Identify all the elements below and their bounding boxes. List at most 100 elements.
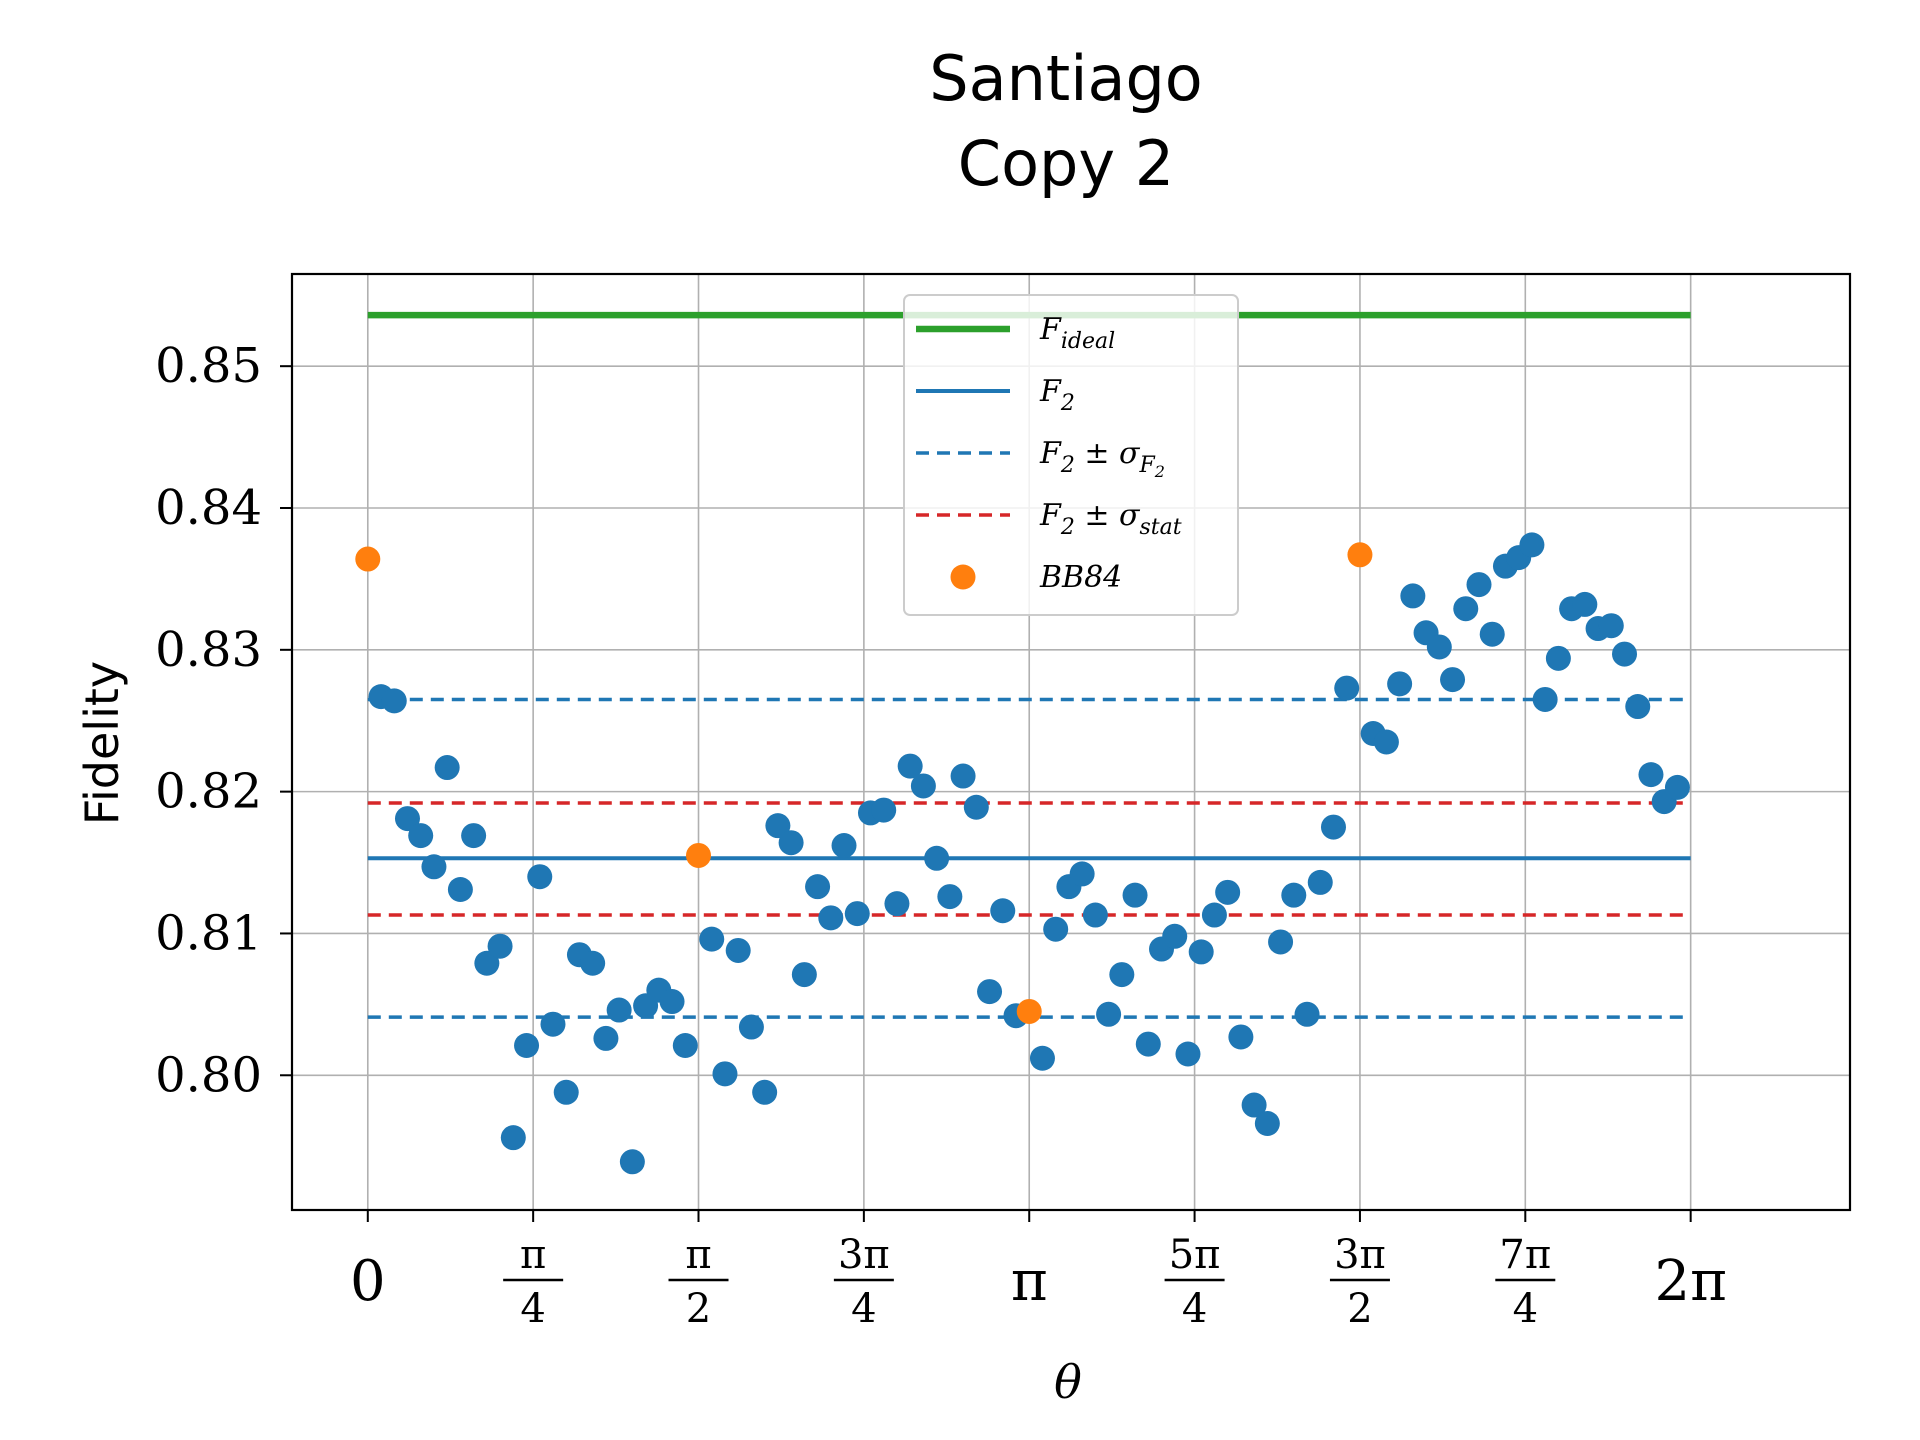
x-axis-ticks: 0 π 4 π 2 3π 4 π 5π 4 3π 2 7π 4 2π (350, 1210, 1727, 1332)
measurements-point (765, 813, 791, 839)
measurements-point (910, 773, 936, 799)
measurements-point (1519, 532, 1545, 558)
measurements-point (487, 933, 513, 959)
x-axis-label: θ (1054, 1355, 1082, 1409)
measurements-point (514, 1032, 540, 1058)
legend-box (903, 294, 1239, 616)
measurements-point (791, 962, 817, 988)
measurements-point (1334, 675, 1360, 701)
measurements-point (1400, 583, 1426, 609)
y-tick-label: 0.80 (155, 1047, 262, 1103)
x-tick-label-denominator: 4 (1513, 1286, 1538, 1332)
measurements-point (950, 763, 976, 789)
measurements-point (1109, 962, 1135, 988)
measurements-point (1029, 1045, 1055, 1071)
measurements-point (1188, 939, 1214, 965)
measurements-point (659, 989, 685, 1015)
x-tick-label: 2π (1654, 1249, 1726, 1314)
bb84-point (686, 842, 712, 868)
y-tick-label: 0.84 (155, 480, 262, 536)
legend-label-bb84: BB84 (1039, 560, 1122, 595)
x-tick-label-numerator: 5π (1169, 1232, 1221, 1278)
measurements-point (1532, 686, 1558, 712)
measurements-point (434, 755, 460, 781)
measurements-point (1069, 861, 1095, 887)
measurements-point (474, 950, 500, 976)
measurements-point (963, 794, 989, 820)
measurements-point (990, 898, 1016, 924)
bb84-point (355, 546, 381, 572)
measurements-point (408, 823, 434, 849)
measurements-point (1320, 814, 1346, 840)
measurements-point (778, 830, 804, 856)
y-tick-label: 0.82 (155, 764, 262, 820)
measurements-point (712, 1061, 738, 1087)
legend-label-f2-sigma-upper: F2 ± σF2 (1039, 436, 1165, 481)
measurements-point (619, 1149, 645, 1175)
legend: Fideal F2 F2 ± σF2 F2 ± σstat BB84 (903, 294, 1239, 616)
measurements-point (1545, 645, 1571, 671)
measurements-point (752, 1079, 778, 1105)
measurements-point (1625, 694, 1651, 720)
measurements-point (500, 1125, 526, 1151)
measurements-point (725, 937, 751, 963)
measurements-point (1612, 641, 1638, 667)
measurements-point (1254, 1110, 1280, 1136)
measurements-point (394, 806, 420, 832)
measurements-point (1082, 902, 1108, 928)
measurements-point (1453, 596, 1479, 622)
y-tick-label: 0.83 (155, 622, 262, 678)
measurements-point (1268, 929, 1294, 955)
measurements-point (1307, 869, 1333, 895)
x-tick-label: 0 (350, 1249, 386, 1314)
x-tick-label-numerator: 3π (838, 1232, 890, 1278)
measurements-point (1162, 923, 1188, 949)
x-tick-label: π (1011, 1249, 1048, 1314)
measurements-point (871, 797, 897, 823)
measurements-point (1281, 882, 1307, 908)
measurements-point (924, 845, 950, 871)
measurements-point (1638, 762, 1664, 788)
measurements-point (977, 979, 1003, 1005)
legend-label-f2-stat-upper: F2 ± σstat (1039, 498, 1182, 540)
chart-title-line-2: Copy 2 (958, 127, 1174, 200)
measurements-point (1175, 1041, 1201, 1067)
measurements-point (844, 901, 870, 927)
x-tick-label-denominator: 4 (851, 1286, 876, 1332)
measurements-point (699, 926, 725, 952)
measurements-point (1387, 671, 1413, 697)
x-tick-label-numerator: 3π (1334, 1232, 1386, 1278)
measurements-point (1122, 882, 1148, 908)
measurements-point (381, 688, 407, 714)
measurements-point (1294, 1001, 1320, 1027)
measurements-point (805, 874, 831, 900)
measurements-point (1664, 774, 1690, 800)
plot-frame (290, 272, 1852, 1212)
x-tick-label-denominator: 4 (1182, 1286, 1207, 1332)
x-tick-label-denominator: 2 (1347, 1286, 1372, 1332)
measurements-point (1135, 1031, 1161, 1057)
measurements-point (1466, 572, 1492, 598)
measurements-point (1228, 1024, 1254, 1050)
measurements-point (1598, 613, 1624, 639)
legend-label-f-ideal: Fideal (1039, 312, 1115, 354)
measurements-point (580, 950, 606, 976)
measurements-point (1201, 902, 1227, 928)
measurements-point (738, 1014, 764, 1040)
measurements-point (1373, 729, 1399, 755)
measurements-point (831, 833, 857, 859)
measurements-point (447, 876, 473, 902)
legend-swatch-bb84 (950, 564, 976, 590)
bb84-point (1347, 542, 1373, 568)
y-axis-label: Fidelity (75, 661, 129, 825)
measurements-point (1215, 879, 1241, 905)
measurements-point (1572, 591, 1598, 617)
measurements-point (937, 884, 963, 910)
measurements-point (818, 905, 844, 931)
measurements-point (672, 1032, 698, 1058)
measurements-point (553, 1079, 579, 1105)
measurements-point (897, 753, 923, 779)
measurements-point (527, 864, 553, 890)
